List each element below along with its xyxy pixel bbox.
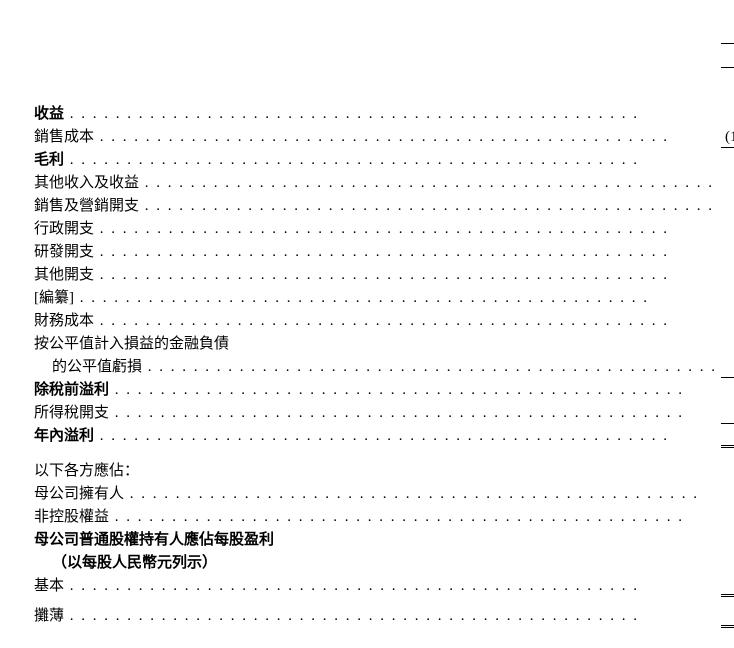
row-eps-basic: 基本 0.11818 0.49138 0.50009 bbox=[30, 573, 734, 596]
row-revenue: 收益 1,729,261 2,741,731 3,379,515 bbox=[30, 101, 734, 124]
row-eps-header2: （以每股人民幣元列示） bbox=[30, 550, 734, 573]
blank-header bbox=[30, 20, 721, 44]
row-redacted: [編纂] [編纂] [編纂] [編纂] bbox=[30, 285, 734, 308]
row-nci: 非控股權益 2,537 5,332 6,755 bbox=[30, 504, 734, 527]
row-rd: 研發開支 (69,932) (102,009) (125,446) bbox=[30, 239, 734, 262]
row-cost-of-sales: 銷售成本 (1,208,328) (1,625,071) (1,937,126) bbox=[30, 124, 734, 147]
financial-statement-table: 截至12月31日止年度 2019年 2020年 2021年 （人民幣千元） 收益… bbox=[30, 20, 734, 628]
row-fv-header: 按公平值計入損益的金融負債 bbox=[30, 331, 734, 354]
row-parent: 母公司擁有人 67,906 284,121 315,540 bbox=[30, 481, 734, 504]
row-finance: 財務成本 (17,382) (19,644) (16,326) bbox=[30, 308, 734, 331]
row-eps-diluted: 攤薄 0.11810 0.48422 0.50009 bbox=[30, 603, 734, 626]
row-eps-header1: 母公司普通股權持有人應佔每股盈利 bbox=[30, 527, 734, 550]
row-other-income: 其他收入及收益 3,421 12,686 14,763 bbox=[30, 170, 734, 193]
unit-label: （人民幣千元） bbox=[721, 68, 734, 92]
row-admin: 行政開支 (116,966) (236,566) (263,003) bbox=[30, 216, 734, 239]
row-pbt: 除稅前溢利 87,598 358,185 417,243 bbox=[30, 377, 734, 400]
row-attr-header: 以下各方應佔： bbox=[30, 458, 734, 481]
row-fv-sub: 的公平值虧損 – – (61,531) bbox=[30, 354, 734, 377]
row-net-profit: 年內溢利 70,443 289,453 322,295 bbox=[30, 423, 734, 446]
row-tax: 所得稅開支 (17,155) (68,732) (94,948) bbox=[30, 400, 734, 423]
row-gross-profit: 毛利 520,933 1,116,660 1,442,389 bbox=[30, 147, 734, 170]
row-other-exp: 其他開支 (24,260) (37,712) (48,530) bbox=[30, 262, 734, 285]
period-title: 截至12月31日止年度 bbox=[721, 20, 734, 44]
row-selling: 銷售及營銷開支 (208,216) (359,051) (489,783) bbox=[30, 193, 734, 216]
year-2019: 2019年 bbox=[721, 44, 734, 68]
